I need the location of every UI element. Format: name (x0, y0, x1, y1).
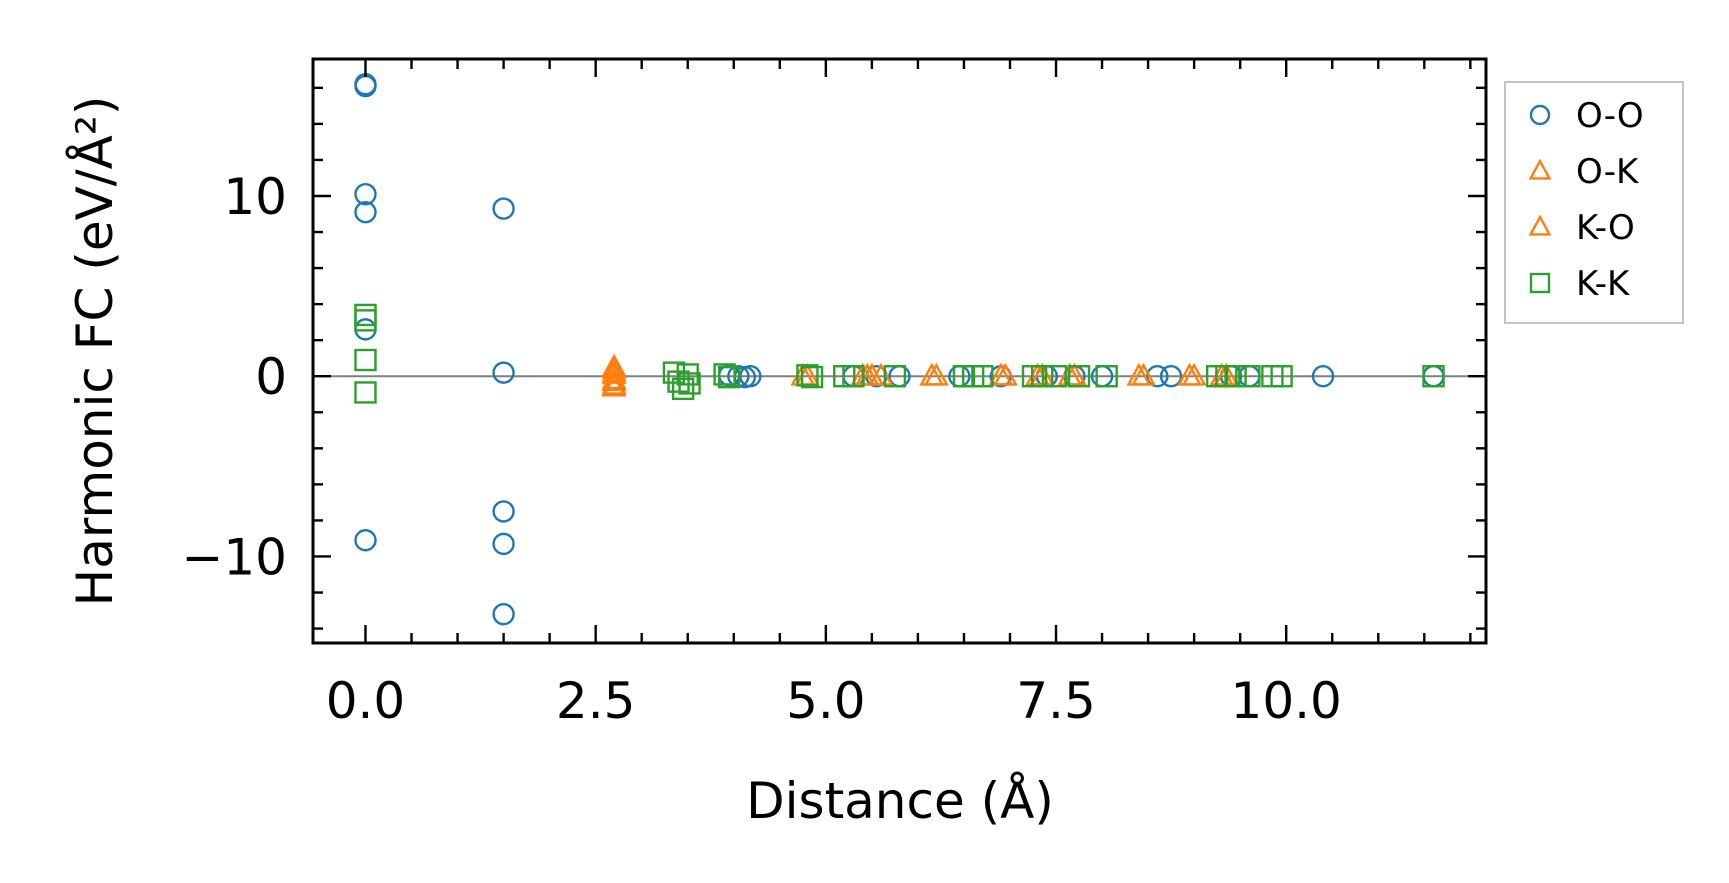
data-point-k-k (796, 364, 819, 387)
data-point-k-o (992, 362, 1018, 386)
data-point-k-k (713, 363, 736, 386)
data-point-k-k (1224, 365, 1247, 388)
data-point-k-k (1067, 365, 1091, 388)
data-point-k-k (717, 365, 741, 389)
legend-entry-o-k: O-K (1528, 152, 1640, 192)
data-point-k-k (1044, 365, 1068, 388)
data-point-o-o (492, 500, 515, 523)
data-point-k-k (1422, 365, 1445, 388)
series-k-o (601, 355, 1239, 397)
legend: O-O O-K K-O K-K (1504, 81, 1684, 324)
legend-label: K-K (1576, 264, 1631, 304)
legend-marker (1529, 104, 1551, 126)
x-tick-label: 7.5 (1016, 672, 1096, 730)
legend-label: O-O (1576, 96, 1644, 136)
x-tick-label: 0.0 (326, 672, 406, 730)
tick-labels: 0.0 2.5 5.0 7.5 10.0 −10 0 10 (181, 168, 1341, 730)
series-o-o (354, 73, 1445, 626)
legend-entry-o-o: O-O (1529, 96, 1644, 136)
data-point-k-o (1131, 362, 1156, 386)
x-axis-label: Distance (Å) (746, 772, 1054, 830)
data-point-k-k (671, 377, 695, 401)
data-point-o-o (1159, 365, 1183, 388)
data-point-k-k (1031, 365, 1054, 388)
data-point-o-o (492, 532, 515, 556)
data-point-k-o (923, 362, 949, 386)
data-point-k-k (354, 381, 377, 404)
data-points (354, 73, 1445, 626)
data-point-o-o (492, 361, 515, 384)
data-point-k-o (1181, 362, 1207, 386)
legend-entry-k-o: K-O (1528, 208, 1635, 248)
x-tick-label: 5.0 (786, 672, 866, 730)
data-point-k-o (601, 373, 627, 397)
data-point-k-k (678, 372, 701, 395)
data-point-k-o (868, 362, 894, 386)
data-point-k-k (883, 365, 907, 388)
data-point-k-o (601, 360, 627, 384)
plot-frame (311, 57, 1488, 645)
legend-marker (1528, 158, 1552, 180)
data-point-o-o (492, 197, 515, 220)
axis-ticks (313, 59, 1486, 643)
y-tick-label: −10 (181, 528, 287, 586)
y-axis-label: Harmonic FC (eV/Å²) (66, 96, 124, 607)
x-tick-label: 10.0 (1231, 672, 1342, 730)
data-point-o-o (492, 602, 515, 626)
y-tick-label: 10 (223, 168, 287, 226)
x-tick-label: 2.5 (556, 672, 636, 730)
data-point-o-o (1146, 365, 1169, 388)
data-point-o-o (354, 182, 377, 206)
data-point-k-k (354, 348, 377, 372)
legend-entries: O-O O-K K-O K-K (1528, 96, 1644, 304)
legend-marker (1529, 272, 1551, 294)
data-point-k-k (971, 365, 994, 388)
data-point-k-k (1238, 365, 1261, 388)
legend-label: O-K (1576, 152, 1640, 192)
series-k-k (354, 303, 1445, 404)
data-point-o-o (354, 201, 377, 224)
legend-entry-k-k: K-K (1529, 264, 1631, 304)
data-point-k-o (601, 368, 627, 392)
legend-marker (1528, 214, 1552, 236)
data-point-k-k (1270, 365, 1293, 388)
data-point-k-k (842, 365, 865, 388)
data-point-o-o (1311, 365, 1335, 388)
data-point-o-o (354, 529, 377, 552)
y-tick-label: 0 (255, 348, 287, 406)
data-point-k-k (800, 365, 824, 389)
legend-label: K-O (1576, 208, 1635, 248)
data-point-k-k (1095, 365, 1118, 388)
data-point-k-k (354, 309, 377, 332)
